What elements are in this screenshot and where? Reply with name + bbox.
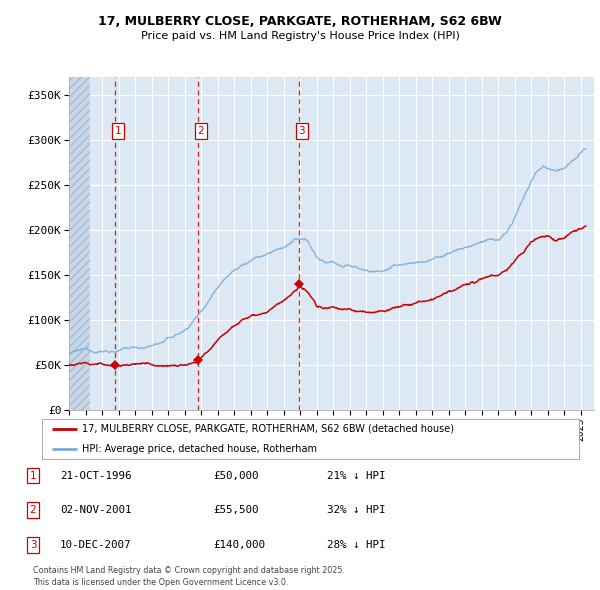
Text: 1: 1: [29, 471, 37, 480]
Text: 1: 1: [115, 126, 121, 136]
Text: HPI: Average price, detached house, Rotherham: HPI: Average price, detached house, Roth…: [82, 444, 317, 454]
Text: 3: 3: [29, 540, 37, 550]
FancyBboxPatch shape: [69, 77, 91, 410]
Text: 2: 2: [29, 506, 37, 515]
Text: Contains HM Land Registry data © Crown copyright and database right 2025.
This d: Contains HM Land Registry data © Crown c…: [33, 566, 345, 587]
Text: £140,000: £140,000: [213, 540, 265, 550]
Text: 28% ↓ HPI: 28% ↓ HPI: [327, 540, 386, 550]
Text: 32% ↓ HPI: 32% ↓ HPI: [327, 506, 386, 515]
Text: 2: 2: [197, 126, 204, 136]
Text: 21-OCT-1996: 21-OCT-1996: [60, 471, 131, 480]
Text: £55,500: £55,500: [213, 506, 259, 515]
Text: 10-DEC-2007: 10-DEC-2007: [60, 540, 131, 550]
Text: 02-NOV-2001: 02-NOV-2001: [60, 506, 131, 515]
Text: 17, MULBERRY CLOSE, PARKGATE, ROTHERHAM, S62 6BW: 17, MULBERRY CLOSE, PARKGATE, ROTHERHAM,…: [98, 15, 502, 28]
Text: £50,000: £50,000: [213, 471, 259, 480]
Text: Price paid vs. HM Land Registry's House Price Index (HPI): Price paid vs. HM Land Registry's House …: [140, 31, 460, 41]
Text: 3: 3: [298, 126, 305, 136]
Bar: [69, 77, 91, 410]
Text: 17, MULBERRY CLOSE, PARKGATE, ROTHERHAM, S62 6BW (detached house): 17, MULBERRY CLOSE, PARKGATE, ROTHERHAM,…: [82, 424, 454, 434]
Text: 21% ↓ HPI: 21% ↓ HPI: [327, 471, 386, 480]
